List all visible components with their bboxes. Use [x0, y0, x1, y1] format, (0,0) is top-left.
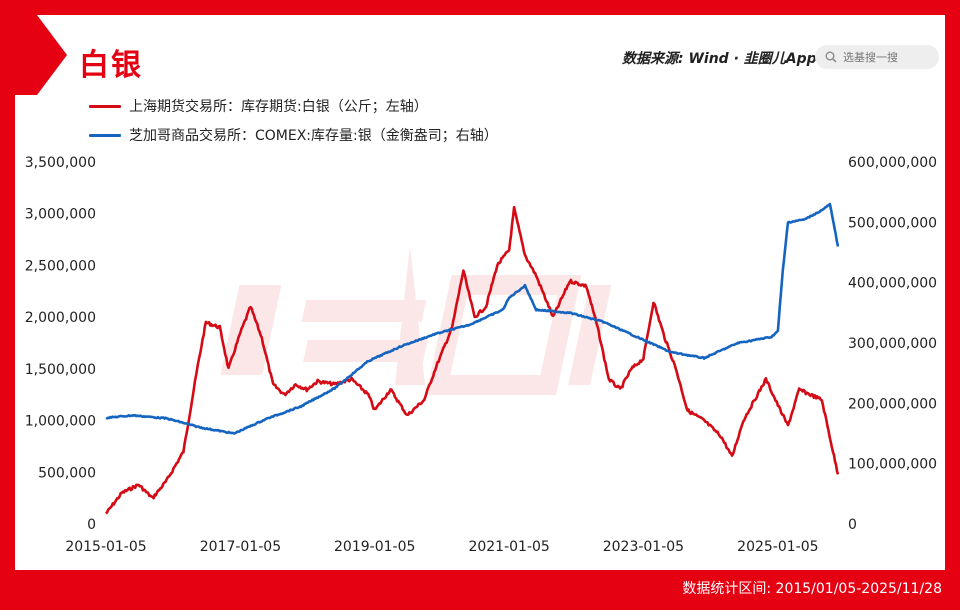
y-right-tick-label: 100,000,000: [848, 457, 937, 473]
search-placeholder: 选基搜一搜: [843, 51, 898, 64]
y-right-tick-label: 600,000,000: [848, 155, 937, 171]
legend-item-shfe[interactable]: 上海期货交易所：库存期货:白银（公斤；左轴）: [89, 96, 428, 116]
y-left-tick-label: 1,000,000: [25, 414, 96, 430]
x-tick-label: 2019-01-05: [334, 539, 415, 555]
y-left-tick-label: 500,000: [38, 465, 96, 481]
magnifier-icon: [825, 51, 837, 63]
legend-label-shfe: 上海期货交易所：库存期货:白银（公斤；左轴）: [129, 99, 428, 115]
y-right-tick-label: 200,000,000: [848, 396, 937, 412]
page-title: 白银: [79, 48, 143, 83]
y-left-tick-label: 3,000,000: [25, 207, 96, 223]
y-axis-left: 0 500,000 1,000,000 1,500,000 2,000,000 2,500…: [25, 155, 96, 533]
corner-accent: [15, 15, 67, 95]
y-left-tick-label: 2,000,000: [25, 310, 96, 326]
legend-item-comex[interactable]: 芝加哥商品交易所：COMEX:库存量:银（金衡盎司；右轴）: [89, 125, 498, 145]
data-source: 数据来源: Wind · 韭圈儿App: [622, 51, 817, 67]
y-right-tick-label: 500,000,000: [848, 215, 937, 231]
series-line-2: [105, 202, 840, 435]
y-axis-right: 0 100,000,000 200,000,000 300,000,000 400,00…: [848, 155, 937, 533]
x-tick-label: 2023-01-05: [603, 539, 684, 555]
legend-label-comex: 芝加哥商品交易所：COMEX:库存量:银（金衡盎司；右轴）: [129, 128, 498, 144]
y-left-tick-label: 1,500,000: [25, 362, 96, 378]
legend-swatch-blue: [89, 133, 121, 137]
plot-area: [105, 202, 840, 515]
x-tick-label: 2015-01-05: [65, 539, 146, 555]
y-left-tick-label: 2,500,000: [25, 258, 96, 274]
x-axis: 2015-01-05 2017-01-05 2019-01-05 2021-01-05…: [65, 539, 818, 555]
series-line-1: [105, 205, 840, 515]
x-tick-label: 2017-01-05: [200, 539, 281, 555]
y-left-tick-label: 3,500,000: [25, 155, 96, 171]
date-range-footer: 数据统计区间: 2015/01/05-2025/11/28: [682, 581, 942, 597]
chart-frame: 白银 数据来源: Wind · 韭圈儿App 选基搜一搜 上海期货交易所：库存期…: [15, 15, 945, 570]
y-right-tick-label: 300,000,000: [848, 336, 937, 352]
x-tick-label: 2025-01-05: [737, 539, 818, 555]
x-tick-label: 2021-01-05: [468, 539, 549, 555]
legend-swatch-red: [89, 104, 121, 108]
search-box[interactable]: 选基搜一搜: [815, 45, 939, 69]
y-right-tick-label: 0: [848, 517, 857, 533]
y-right-tick-label: 400,000,000: [848, 276, 937, 292]
y-left-tick-label: 0: [87, 517, 96, 533]
